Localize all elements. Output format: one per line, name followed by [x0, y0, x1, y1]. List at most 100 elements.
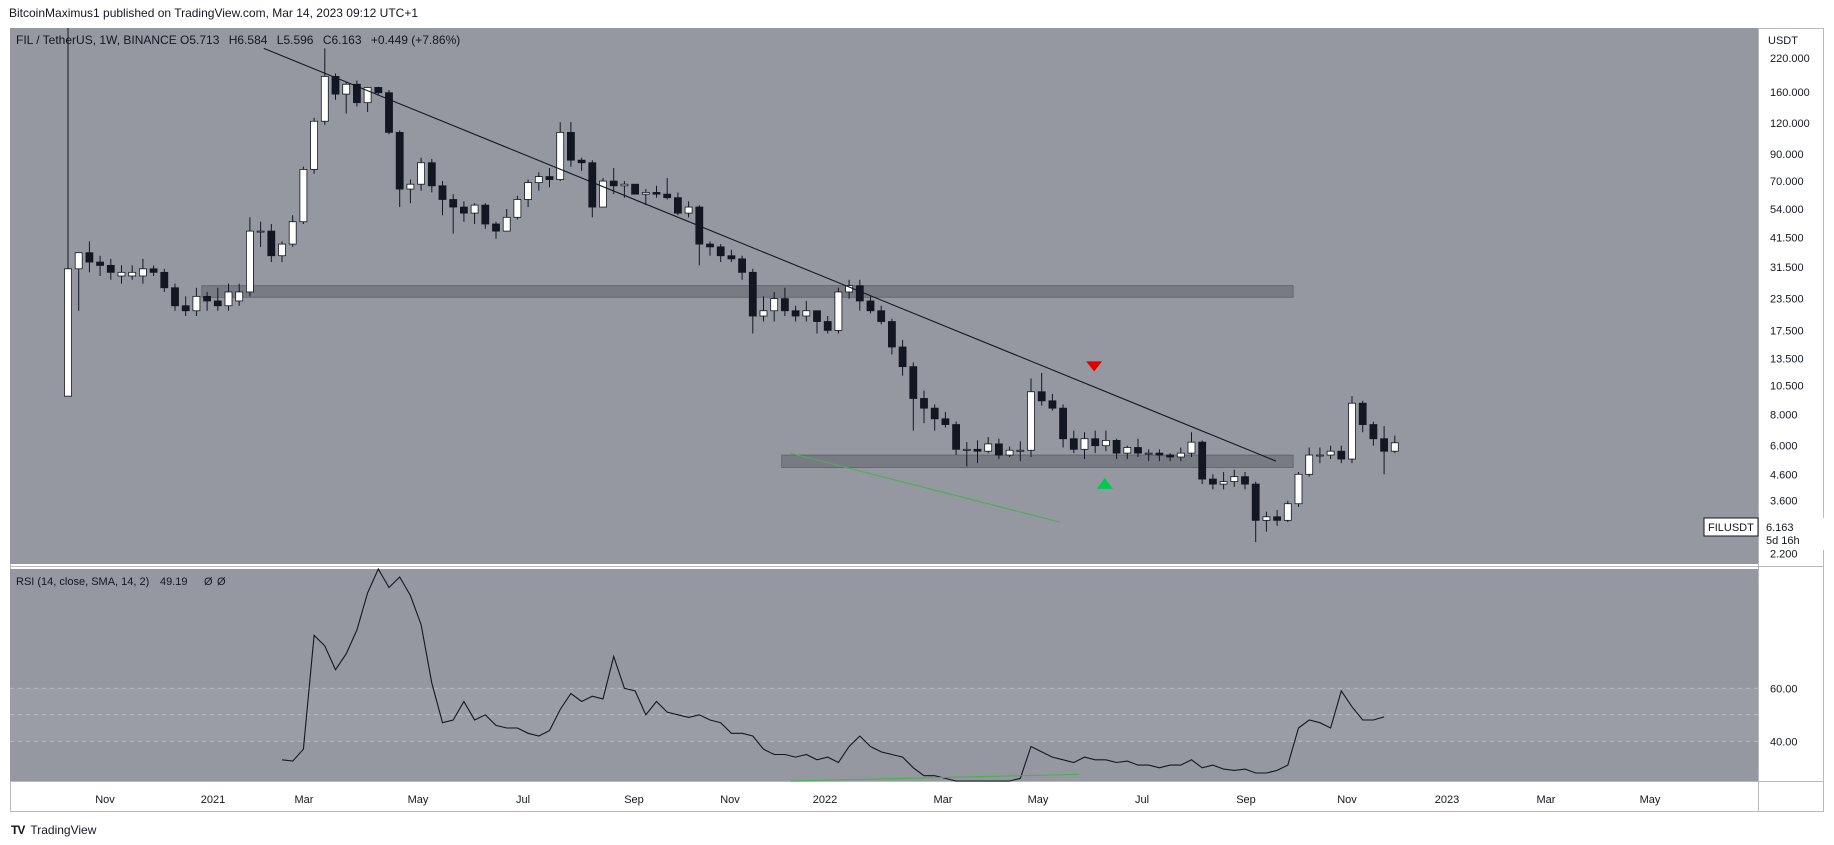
time-tick-label: Sep	[1236, 794, 1256, 806]
time-tick-label: May	[1640, 794, 1661, 806]
change-value: +0.449 (+7.86%)	[371, 33, 460, 47]
candle-body-86	[984, 443, 993, 452]
candle-body-26	[342, 83, 351, 95]
candle-body-11	[181, 305, 190, 312]
price-tick-label: 70.000	[1770, 176, 1804, 188]
price-tick-label: 6.000	[1770, 441, 1798, 453]
candle-body-40	[492, 223, 500, 232]
footer-brand-label: TradingView	[30, 823, 97, 837]
candle-body-120	[1348, 402, 1356, 460]
rsi-plot-background[interactable]	[10, 569, 1758, 781]
candle-body-37	[459, 206, 468, 214]
candle-body-41	[502, 216, 511, 232]
high-label: H	[229, 33, 238, 47]
time-tick-label: Nov	[1337, 794, 1357, 806]
candle-body-2	[85, 252, 94, 263]
candle-body-39	[481, 204, 490, 225]
candle-body-24	[320, 76, 329, 122]
candle-body-1	[74, 252, 83, 270]
candle-body-88	[1005, 449, 1014, 456]
candle-body-16	[235, 291, 244, 302]
candle-body-62	[727, 255, 736, 260]
candle-body-35	[438, 185, 447, 200]
candle-body-23	[310, 120, 319, 170]
rsi-line	[281, 567, 1385, 782]
candle-body-32	[406, 183, 415, 190]
candle-body-9	[160, 271, 169, 289]
publish-caption: BitcoinMaximus1 published on TradingView…	[9, 6, 419, 20]
candle-body-14	[213, 300, 222, 307]
candle-body-6	[128, 271, 137, 277]
candle-body-113	[1273, 516, 1281, 521]
time-tick-label: Nov	[95, 794, 115, 806]
candle-body-38	[470, 204, 479, 214]
price-tick-label: 54.000	[1770, 204, 1804, 216]
candle-body-46	[556, 132, 565, 180]
candle-body-91	[1037, 391, 1046, 402]
candle-body-13	[203, 295, 212, 302]
candle-body-80	[920, 398, 928, 409]
candle-body-89	[1016, 449, 1025, 452]
candle-body-64	[748, 271, 757, 317]
candle-body-68	[791, 310, 800, 317]
open-label: O	[180, 33, 189, 47]
price-tick-label: 220.000	[1770, 53, 1810, 65]
candle-body-15	[224, 291, 233, 307]
candle-body-49	[588, 162, 597, 208]
candle-body-55	[652, 192, 661, 195]
candle-body-17	[245, 230, 254, 293]
open-value: 5.713	[189, 33, 219, 47]
price-chart[interactable]: 60.00 40.00 220.000 160.000 120.000 90.000 70…	[10, 28, 1824, 812]
candle-body-45	[545, 176, 554, 180]
rsi-layer: 60.00 40.00	[10, 567, 1798, 782]
candle-body-103	[1166, 454, 1174, 458]
candle-body-75	[866, 300, 875, 312]
last-price-marker: FILUSDT 6.163 5d 16h	[1703, 517, 1824, 550]
price-tick-label: 160.000	[1770, 87, 1810, 99]
time-tick-label: Jul	[516, 794, 530, 806]
candle-body-114	[1283, 503, 1292, 521]
candle-body-69	[802, 310, 811, 317]
candle-body-3	[96, 261, 104, 266]
candle-body-53	[631, 183, 639, 195]
candle-body-25	[331, 76, 340, 95]
candle-body-71	[823, 321, 832, 331]
price-unit-label: USDT	[1768, 35, 1798, 47]
candle-body-124	[1390, 442, 1399, 452]
candle-body-84	[962, 448, 971, 451]
candle-body-65	[759, 310, 768, 317]
candle-body-81	[930, 407, 939, 420]
candle-body-52	[620, 183, 629, 187]
time-tick-label: 2023	[1435, 794, 1459, 806]
candle-body-57	[674, 197, 682, 214]
price-axis: 220.000 160.000 120.000 90.000 70.000 54.000 4…	[1770, 53, 1810, 561]
bullish-signal-arrow-icon	[1096, 477, 1113, 489]
candle-body-111	[1251, 483, 1260, 521]
candle-body-99	[1123, 447, 1132, 454]
candle-body-5	[117, 271, 126, 277]
candle-body-82	[941, 418, 950, 425]
candle-body-20	[278, 243, 286, 257]
candle-body-98	[1112, 440, 1121, 454]
candle-body-78	[898, 346, 907, 368]
footer-brand[interactable]: TV TradingView	[11, 821, 96, 839]
candle-body-74	[855, 285, 864, 302]
price-tick-label: 31.500	[1770, 262, 1804, 274]
candle-body-30	[385, 92, 393, 133]
candle-body-33	[417, 162, 426, 185]
close-value: 6.163	[332, 33, 362, 47]
time-tick-label: 2022	[813, 794, 837, 806]
candle-body-72	[834, 291, 843, 331]
candle-body-123	[1380, 438, 1388, 452]
candle-body-43	[524, 182, 532, 200]
candle-body-108	[1219, 481, 1228, 485]
price-tick-label: 23.500	[1770, 294, 1804, 306]
candle-body-21	[288, 221, 297, 245]
candle-body-4	[106, 264, 115, 273]
time-tick-label: May	[1028, 794, 1049, 806]
candle-body-12	[192, 295, 201, 312]
candle-body-34	[427, 162, 436, 187]
candle-body-47	[567, 132, 575, 161]
candle-body-118	[1326, 450, 1335, 456]
candle-body-92	[1048, 400, 1057, 409]
